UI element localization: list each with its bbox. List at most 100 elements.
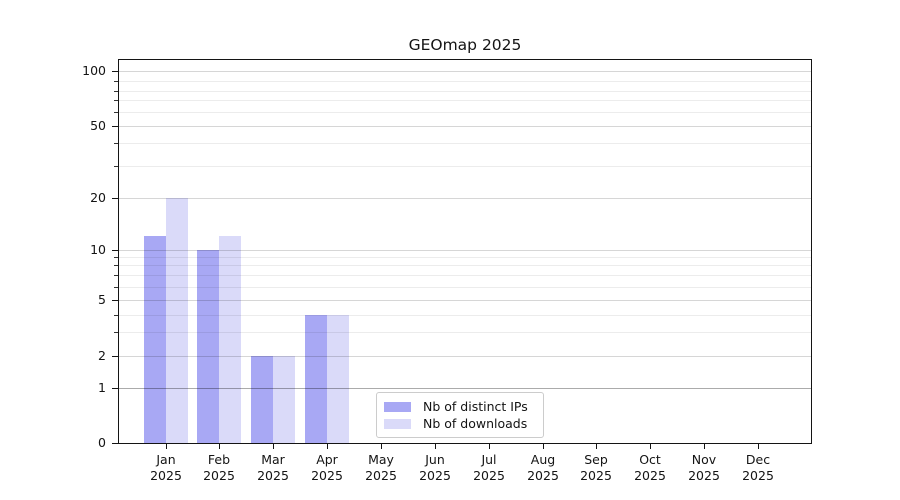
gridline-3 [119,332,811,333]
y-minor-tick-70 [114,100,118,101]
y-minor-tick-9 [114,257,118,258]
x-tick-label-year: 2025 [365,467,397,483]
legend: Nb of distinct IPs Nb of downloads [376,392,544,438]
y-minor-tick-80 [114,91,118,92]
x-tick-label-year: 2025 [634,467,666,483]
bar-nb-of-distinct-ips-jan-2025 [144,236,166,443]
x-tick-label-jun: Jun 2025 [403,452,467,483]
bar-nb-of-downloads-apr-2025 [327,315,349,443]
bar-nb-of-downloads-mar-2025 [273,356,295,443]
x-tick-label-may: May 2025 [349,452,413,483]
x-tick-sep [596,444,597,449]
x-tick-label-year: 2025 [203,467,235,483]
gridline-20 [119,198,811,199]
x-tick-label-mar: Mar 2025 [241,452,305,483]
x-tick-label-sep: Sep 2025 [564,452,628,483]
gridline-80 [119,91,811,92]
x-tick-label-year: 2025 [473,467,505,483]
x-tick-feb [219,444,220,449]
x-tick-label-year: 2025 [419,467,451,483]
x-tick-label-jan: Jan 2025 [134,452,198,483]
bar-nb-of-downloads-feb-2025 [219,236,241,443]
y-tick-label-20: 20 [90,190,106,205]
x-tick-mar [273,444,274,449]
x-tick-label-month: May [368,452,394,467]
gridline-10 [119,250,811,251]
gridline-8 [119,265,811,266]
x-tick-label-month: Mar [261,452,285,467]
gridline-70 [119,100,811,101]
bar-nb-of-distinct-ips-feb-2025 [197,250,219,443]
x-tick-label-nov: Nov 2025 [672,452,736,483]
x-tick-label-month: Nov [691,452,717,467]
bar-nb-of-distinct-ips-mar-2025 [251,356,273,443]
legend-swatch-distinct-ips [384,401,411,412]
y-minor-tick-40 [114,143,118,144]
gridline-100 [119,71,811,72]
gridline-2 [119,356,811,357]
x-tick-label-year: 2025 [527,467,559,483]
x-tick-label-dec: Dec 2025 [726,452,790,483]
y-tick-0 [112,443,118,444]
x-tick-label-month: Apr [316,452,338,467]
gridline-9 [119,257,811,258]
x-tick-jan [166,444,167,449]
y-minor-tick-7 [114,275,118,276]
x-tick-jul [489,444,490,449]
y-minor-tick-8 [114,265,118,266]
x-tick-label-month: Jan [156,452,176,467]
x-tick-apr [327,444,328,449]
x-tick-may [381,444,382,449]
x-tick-label-year: 2025 [257,467,289,483]
y-tick-label-2: 2 [98,348,106,363]
x-tick-nov [704,444,705,449]
x-tick-label-month: Aug [530,452,556,467]
gridline-5 [119,300,811,301]
gridline-40 [119,143,811,144]
y-tick-100 [112,71,118,72]
y-tick-1 [112,388,118,389]
y-tick-20 [112,198,118,199]
x-tick-label-feb: Feb 2025 [187,452,251,483]
y-tick-label-100: 100 [82,63,106,78]
x-tick-label-year: 2025 [580,467,612,483]
y-tick-5 [112,300,118,301]
y-tick-label-5: 5 [98,292,106,307]
y-minor-tick-30 [114,166,118,167]
x-tick-label-month: Jul [481,452,497,467]
x-tick-label-month: Sep [584,452,608,467]
legend-item-distinct-ips: Nb of distinct IPs [384,398,537,415]
x-tick-label-month: Dec [745,452,771,467]
gridline-4 [119,315,811,316]
x-tick-oct [650,444,651,449]
x-tick-label-jul: Jul 2025 [457,452,521,483]
y-minor-tick-3 [114,332,118,333]
x-tick-label-year: 2025 [311,467,343,483]
y-tick-label-50: 50 [90,118,106,133]
y-tick-label-0: 0 [98,435,106,450]
bar-nb-of-distinct-ips-apr-2025 [305,315,327,443]
gridline-30 [119,166,811,167]
x-tick-label-apr: Apr 2025 [295,452,359,483]
gridline-50 [119,126,811,127]
gridline-1 [119,388,811,389]
y-minor-tick-6 [114,287,118,288]
y-tick-label-10: 10 [90,242,106,257]
y-minor-tick-60 [114,112,118,113]
x-tick-label-year: 2025 [688,467,720,483]
x-tick-label-month: Feb [207,452,231,467]
plot-area [118,59,812,444]
x-tick-label-year: 2025 [742,467,774,483]
x-tick-label-month: Jun [425,452,445,467]
legend-item-downloads: Nb of downloads [384,415,537,432]
legend-label-distinct-ips: Nb of distinct IPs [423,399,528,414]
x-tick-label-aug: Aug 2025 [511,452,575,483]
y-tick-label-1: 1 [98,380,106,395]
x-tick-label-year: 2025 [150,467,182,483]
x-tick-label-oct: Oct 2025 [618,452,682,483]
legend-label-downloads: Nb of downloads [423,416,528,431]
y-tick-2 [112,356,118,357]
x-tick-label-month: Oct [639,452,661,467]
legend-swatch-downloads [384,418,411,429]
y-tick-10 [112,250,118,251]
